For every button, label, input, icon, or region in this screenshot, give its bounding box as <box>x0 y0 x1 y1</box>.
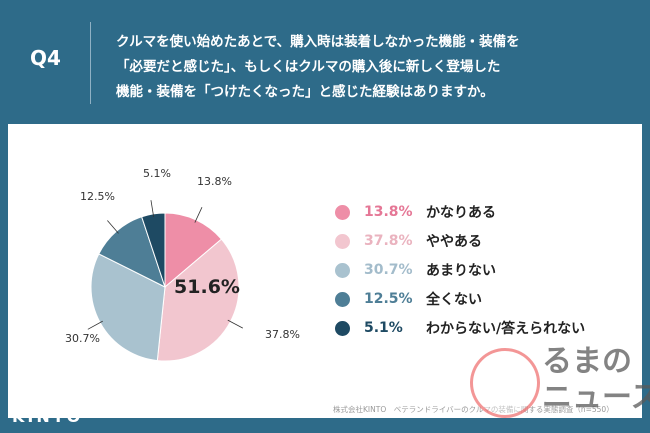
legend-item: 30.7% あまりない <box>335 260 496 280</box>
watermark-icon <box>470 348 540 418</box>
leader-line <box>194 206 203 223</box>
legend-dot <box>335 291 350 307</box>
legend-item: 12.5% 全くない <box>335 289 482 309</box>
slice-label: 5.1% <box>143 167 171 180</box>
question-line: 「必要だと感じた」、もしくはクルマの購入後に新しく登場した <box>116 59 501 75</box>
question-text: クルマを使い始めたあとで、購入時は装着しなかった機能・装備を 「必要だと感じた」… <box>116 30 636 105</box>
legend-label: 全くない <box>426 292 482 308</box>
slice-label: 37.8% <box>265 328 300 341</box>
kinto-logo: KINTO <box>12 407 84 426</box>
question-line: クルマを使い始めたあとで、購入時は装着しなかった機能・装備を <box>116 34 520 50</box>
divider <box>90 22 91 104</box>
question-header: Q4 クルマを使い始めたあとで、購入時は装着しなかった機能・装備を 「必要だと感… <box>0 0 650 120</box>
legend-dot <box>335 233 350 249</box>
center-label: 51.6% <box>174 276 240 298</box>
leader-line <box>107 220 119 234</box>
legend-percent: 37.8% <box>364 233 413 249</box>
legend-item: 37.8% ややある <box>335 231 482 251</box>
legend-dot <box>335 262 350 278</box>
legend-label: かなりある <box>426 205 496 221</box>
question-line: 機能・装備を「つけたくなった」と感じた経験はありますか。 <box>116 84 494 100</box>
legend-dot <box>335 204 350 220</box>
watermark: るまの ニュース <box>470 340 650 420</box>
watermark-text: るまの <box>542 344 632 379</box>
legend-item: 5.1% わからない/答えられない <box>335 318 585 338</box>
legend-item: 13.8% かなりある <box>335 202 496 222</box>
legend-label: わからない/答えられない <box>426 321 586 337</box>
slice-label: 30.7% <box>65 332 100 345</box>
legend-percent: 13.8% <box>364 204 413 220</box>
legend-label: あまりない <box>426 263 496 279</box>
legend-percent: 30.7% <box>364 262 413 278</box>
legend-percent: 12.5% <box>364 291 413 307</box>
slice-label: 13.8% <box>197 175 232 188</box>
leader-line <box>87 320 103 330</box>
question-number: Q4 <box>30 46 61 70</box>
watermark-text: ニュース <box>542 380 650 415</box>
leader-line <box>227 319 244 329</box>
leader-line <box>150 200 155 217</box>
slice-label: 12.5% <box>80 190 115 203</box>
legend-label: ややある <box>426 234 482 250</box>
legend-percent: 5.1% <box>364 320 403 336</box>
legend-dot <box>335 320 350 336</box>
source-note: 株式会社KINTO ベテランドライバーのクルマの装備に関する実態調査（n=550… <box>333 405 614 414</box>
